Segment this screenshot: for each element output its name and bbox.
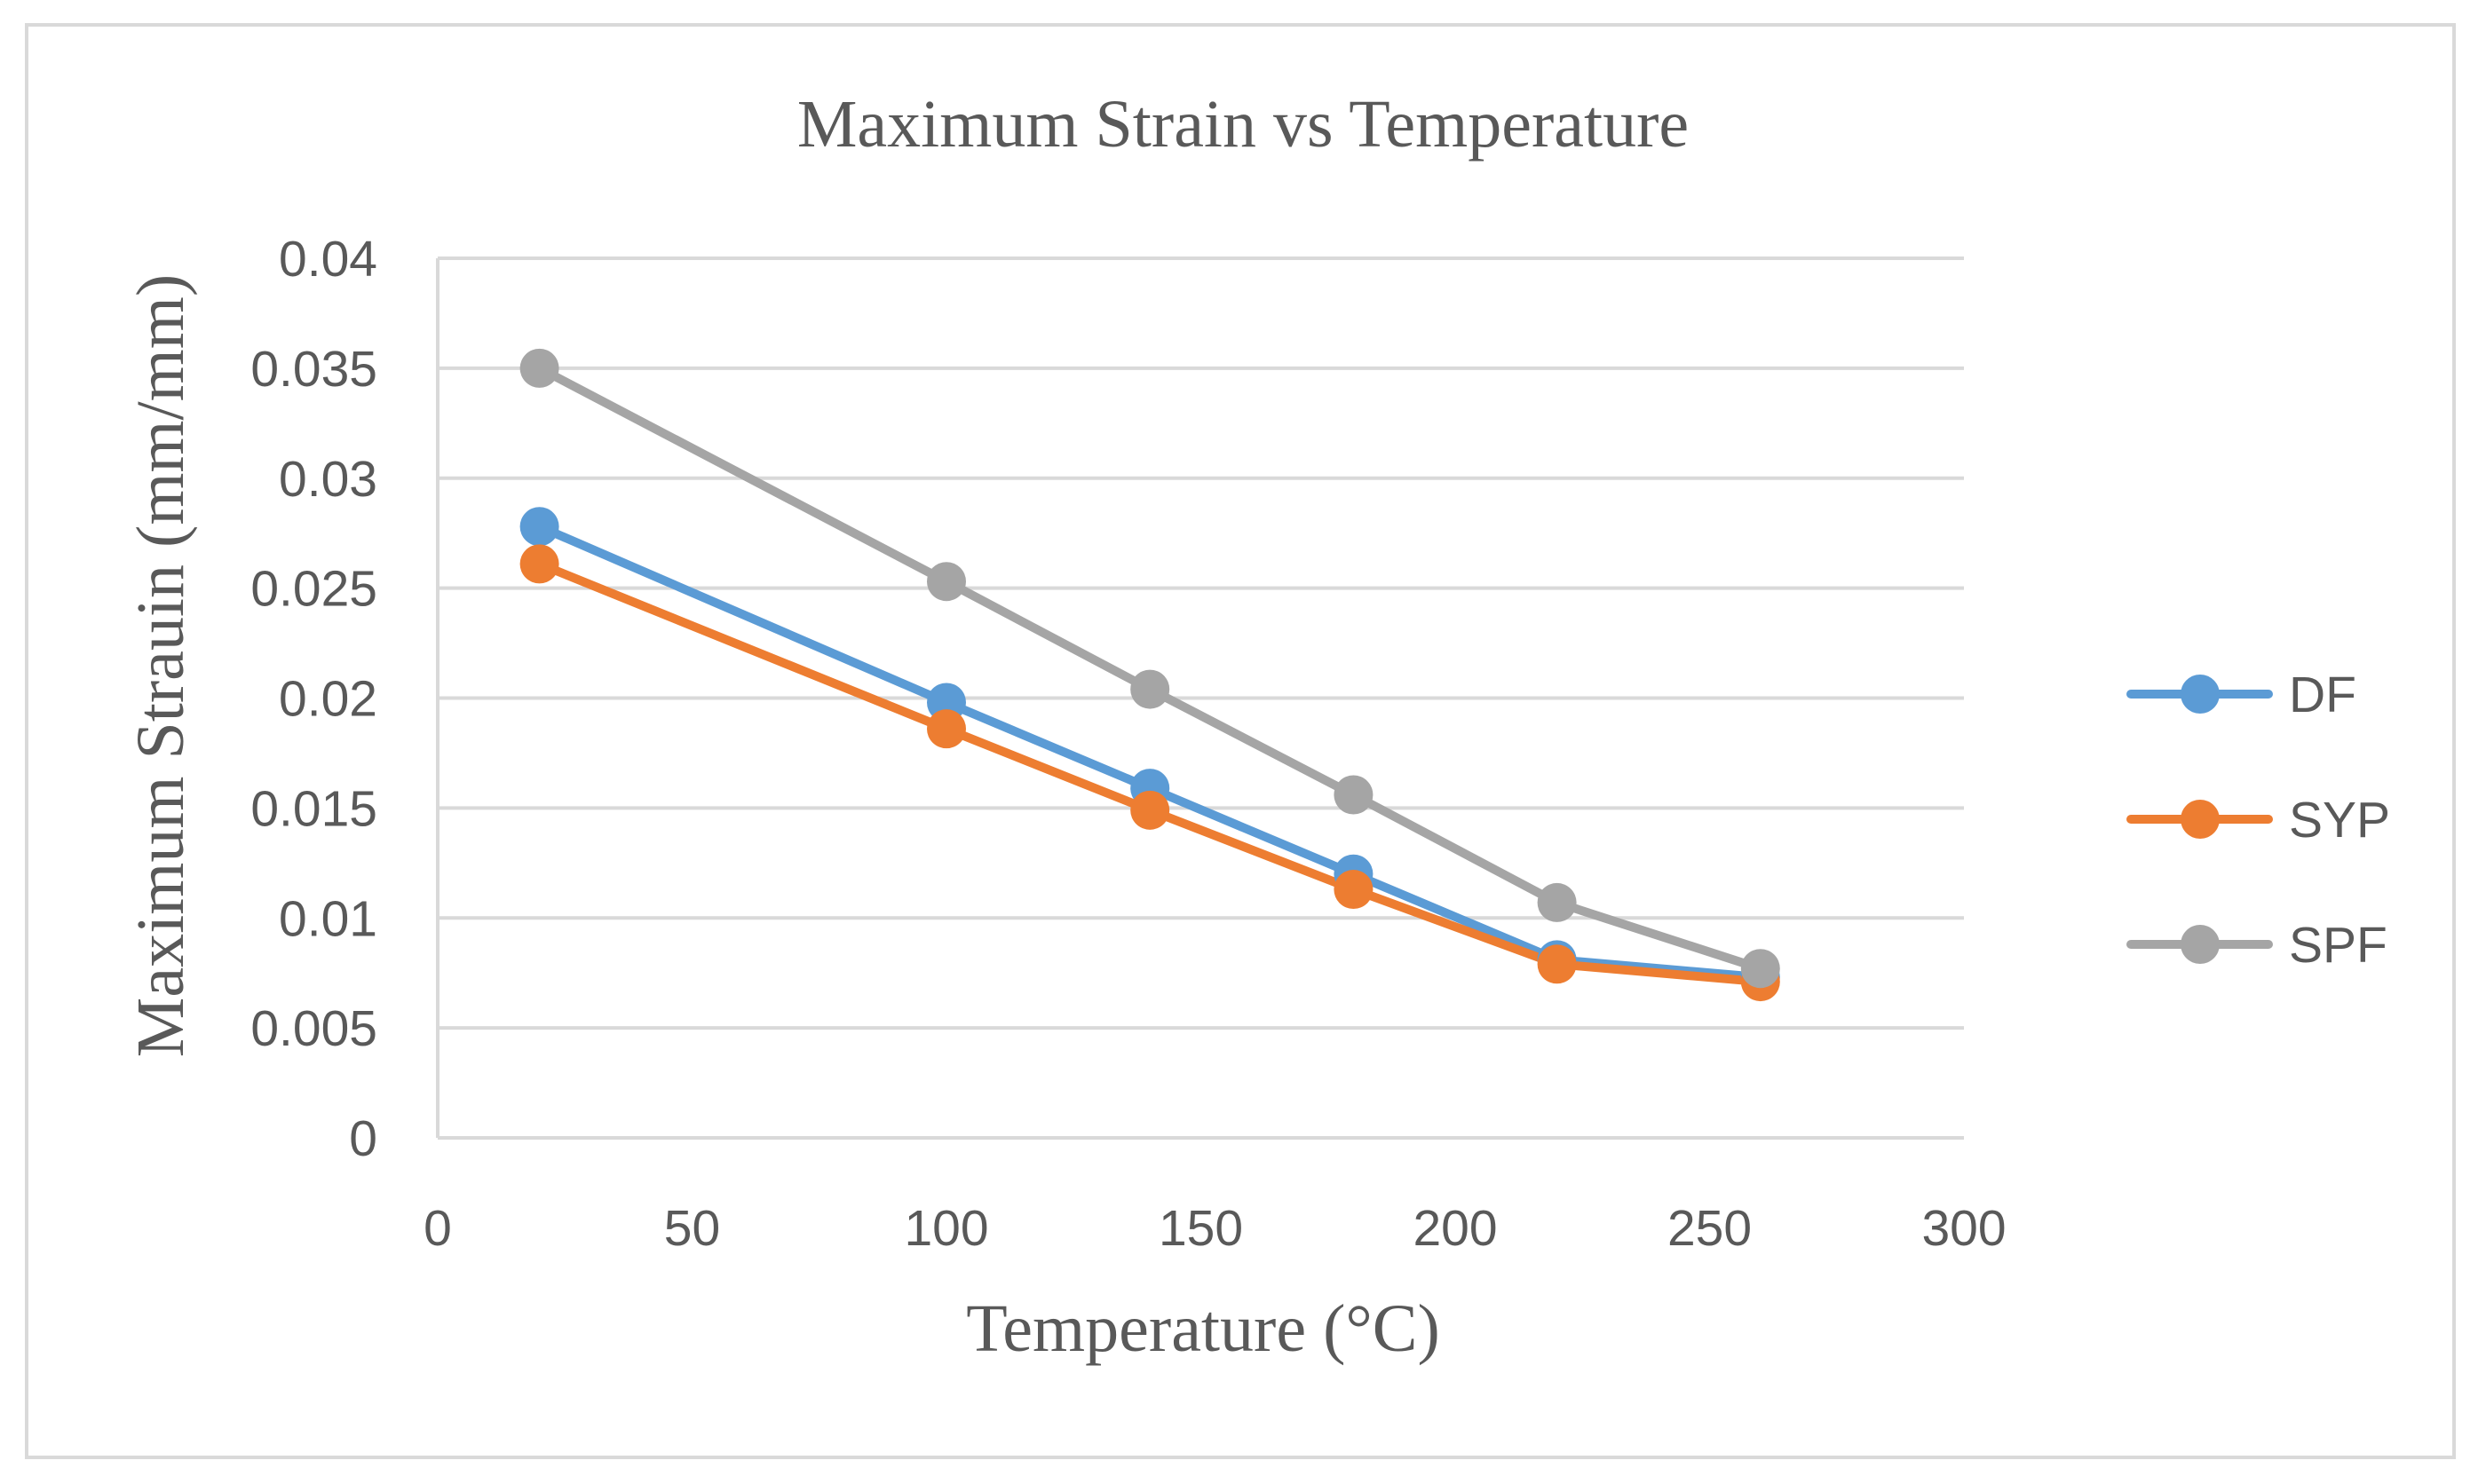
legend-label-df: DF [2289, 667, 2356, 723]
data-point-syp [1334, 870, 1374, 910]
data-point-spf [519, 348, 559, 388]
gridlines [436, 257, 1964, 1140]
y-axis-ticks: 0 0.005 0.01 0.015 0.02 0.025 0.03 0.035 0.04 [250, 231, 377, 1167]
legend-marker-syp [2181, 800, 2220, 839]
legend-label-spf: SPF [2289, 917, 2387, 974]
x-tick-label: 0 [424, 1200, 452, 1257]
y-tick-label: 0.015 [250, 780, 377, 837]
data-point-spf [1537, 882, 1577, 922]
series-line-syp [534, 559, 1765, 987]
legend-marker-spf [2181, 925, 2220, 964]
chart-title: Maximum Strain vs Temperature [797, 87, 1689, 162]
y-tick-label: 0.02 [279, 671, 377, 728]
y-tick-label: 0.01 [279, 890, 377, 947]
legend: DF SYP SPF [2126, 667, 2390, 974]
data-point-spf [1334, 775, 1374, 815]
data-point-syp [1130, 790, 1170, 830]
data-point-syp [1537, 944, 1577, 984]
data-point-df [519, 507, 559, 547]
y-tick-label: 0.035 [250, 341, 377, 398]
legend-label-syp: SYP [2289, 792, 2390, 849]
x-tick-label: 50 [664, 1200, 720, 1257]
y-axis-title: Maximum Strauin (mm/mm) [123, 274, 198, 1057]
x-tick-label: 300 [1921, 1200, 2006, 1257]
data-point-spf [927, 562, 966, 602]
y-tick-label: 0.025 [250, 561, 377, 618]
data-point-syp [927, 709, 966, 749]
x-axis-title: Temperature (°C) [966, 1291, 1440, 1366]
series-points [519, 348, 1780, 1002]
y-tick-label: 0.03 [279, 451, 377, 508]
x-tick-label: 100 [904, 1200, 988, 1257]
x-axis-ticks: 0 50 100 150 200 250 300 [424, 1200, 2006, 1257]
series-lines [534, 363, 1765, 987]
y-tick-label: 0.04 [279, 231, 377, 288]
legend-marker-df [2181, 675, 2220, 714]
x-tick-label: 200 [1413, 1200, 1497, 1257]
y-tick-label: 0 [349, 1110, 377, 1167]
data-point-spf [1130, 669, 1170, 709]
data-point-spf [1740, 949, 1780, 989]
x-tick-label: 250 [1667, 1200, 1752, 1257]
y-tick-label: 0.005 [250, 1000, 377, 1057]
series-line-spf [534, 363, 1765, 974]
x-tick-label: 150 [1159, 1200, 1243, 1257]
data-point-syp [519, 544, 559, 584]
